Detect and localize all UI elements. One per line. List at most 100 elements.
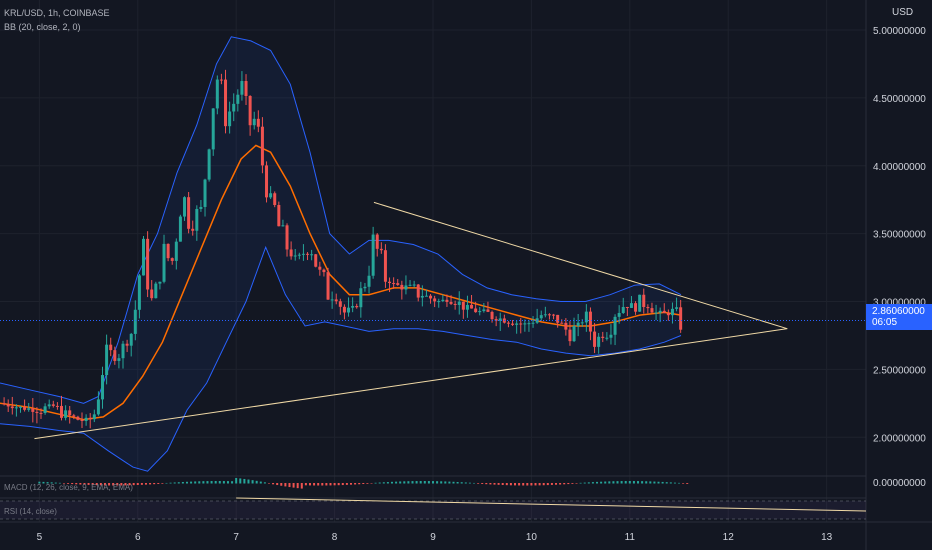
macd-histogram-bar [542, 483, 545, 486]
candle-body [675, 307, 679, 309]
bb-upper-line [0, 36, 682, 404]
candle-body [293, 255, 297, 257]
macd-tick-label: 0.00000000 [873, 478, 926, 489]
candle-body [429, 295, 433, 299]
macd-histogram-bar [58, 482, 61, 484]
candle-body [461, 301, 465, 310]
candle-body [584, 311, 588, 323]
candle-body [445, 299, 449, 302]
x-tick-label: 8 [332, 532, 338, 543]
macd-histogram-bar [460, 482, 463, 484]
x-tick-label: 6 [135, 532, 141, 543]
macd-histogram-bar [91, 483, 94, 486]
candle-body [359, 288, 363, 308]
candle-body [80, 419, 84, 422]
macd-histogram-bar [239, 478, 242, 484]
macd-histogram-bar [226, 481, 229, 484]
candle-body [273, 193, 277, 206]
candle-body [68, 410, 72, 416]
macd-histogram-bar [661, 481, 664, 484]
candle-body [449, 301, 453, 304]
candle-body [158, 281, 162, 284]
candle-body [142, 238, 146, 276]
macd-histogram-bar [185, 481, 188, 484]
macd-histogram-bar [42, 481, 45, 484]
macd-histogram-bar [637, 481, 640, 484]
candle-body [310, 254, 314, 256]
candle-body [572, 326, 576, 342]
macd-histogram-bar [46, 482, 49, 484]
candle-body [355, 306, 359, 308]
y-tick-label: 2.00000000 [873, 433, 926, 444]
bb-indicator-legend[interactable]: BB (20, close, 2, 0) [4, 22, 81, 32]
candle-body [191, 228, 195, 231]
candle-body [330, 299, 334, 301]
macd-histogram-bar [419, 481, 422, 484]
candle-body [133, 309, 137, 334]
macd-histogram-bar [444, 481, 447, 484]
candle-body [14, 407, 18, 409]
candle-body [527, 323, 531, 325]
macd-histogram-bar [464, 482, 467, 484]
candle-body [638, 294, 642, 312]
bar-countdown: 06:05 [872, 317, 898, 328]
candle-body [129, 333, 133, 346]
macd-histogram-bar [378, 482, 381, 484]
macd-histogram-bar [206, 481, 209, 484]
bb-basis-line [0, 144, 682, 421]
macd-histogram-bar [382, 482, 385, 484]
macd-histogram-bar [608, 481, 611, 484]
candle-body [662, 310, 666, 314]
candle-body [281, 225, 285, 227]
candle-body [23, 406, 27, 410]
candle-body [650, 308, 654, 313]
macd-histogram-bar [317, 483, 320, 486]
macd-histogram-bar [325, 483, 328, 486]
macd-histogram-bar [657, 481, 660, 484]
macd-histogram-bar [177, 482, 180, 484]
candle-body [47, 404, 51, 407]
macd-histogram-bar [222, 481, 225, 484]
candle-body [642, 294, 646, 308]
macd-histogram-bar [505, 483, 508, 486]
candle-body [203, 179, 207, 207]
x-tick-label: 13 [821, 532, 833, 543]
macd-histogram-bar [329, 483, 332, 486]
macd-histogram-bar [653, 481, 656, 484]
macd-histogram-bar [304, 483, 307, 486]
macd-histogram-bar [403, 481, 406, 484]
macd-histogram-bar [563, 483, 566, 485]
candle-body [621, 307, 625, 313]
candle-body [511, 323, 515, 325]
macd-histogram-bar [600, 481, 603, 484]
candle-body [634, 303, 638, 312]
rsi-legend[interactable]: RSI (14, close) [4, 507, 57, 516]
macd-histogram-bar [415, 481, 418, 484]
macd-histogram-bar [243, 478, 246, 484]
macd-histogram-bar [559, 483, 562, 485]
candle-body [150, 289, 154, 299]
macd-histogram-bar [210, 481, 213, 484]
candle-body [199, 206, 203, 209]
candle-body [252, 118, 256, 126]
macd-histogram-bar [337, 483, 340, 486]
macd-histogram-bar [103, 483, 106, 486]
candle-body [568, 329, 572, 342]
candle-body [506, 322, 510, 324]
macd-histogram-bar [669, 482, 672, 484]
candle-body [269, 193, 273, 198]
macd-histogram-bar [477, 483, 480, 484]
candle-body [183, 197, 187, 217]
macd-histogram-bar [345, 483, 348, 485]
symbol-legend[interactable]: KRL/USD, 1h, COINBASE [4, 8, 110, 18]
macd-histogram-bar [427, 481, 430, 484]
macd-legend[interactable]: MACD (12, 26, close, 9, EMA, EMA) [4, 483, 133, 492]
candle-body [92, 414, 96, 420]
macd-histogram-bar [632, 481, 635, 484]
currency-label[interactable]: USD [892, 7, 914, 18]
candle-body [174, 241, 178, 261]
bb-band-fill [0, 36, 681, 472]
macd-histogram-bar [62, 483, 65, 484]
